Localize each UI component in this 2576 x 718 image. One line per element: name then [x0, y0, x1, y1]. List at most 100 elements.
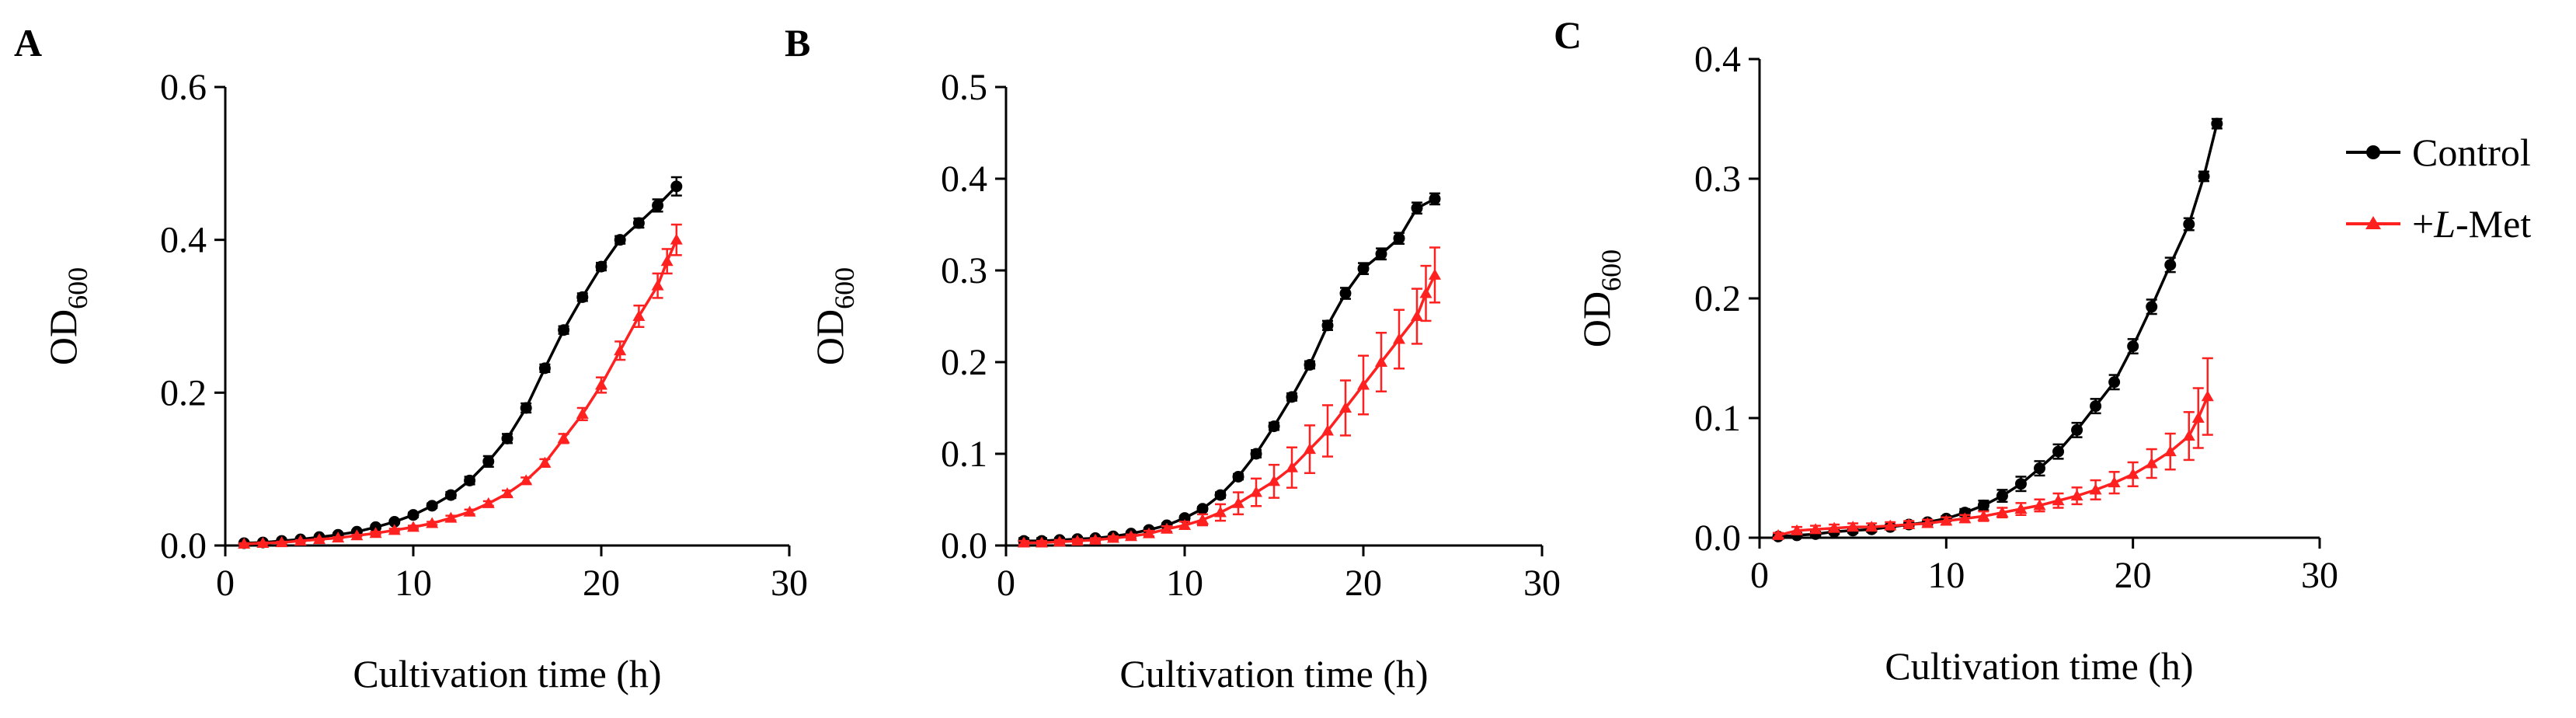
data-point — [614, 344, 627, 356]
legend-item-lmet: +L-Met — [2346, 202, 2531, 246]
data-point — [1375, 356, 1387, 367]
data-point — [520, 474, 533, 486]
data-point — [2071, 423, 2083, 436]
data-point — [2191, 412, 2205, 423]
data-point — [538, 362, 551, 375]
data-point — [1125, 530, 1137, 542]
legend-lmet-label: +L-Met — [2412, 202, 2531, 246]
panel-a-y-axis-title: OD600 — [41, 267, 93, 365]
data-point — [294, 535, 307, 546]
data-point — [1393, 333, 1405, 344]
panel-b-x-tick-label: 30 — [1523, 563, 1561, 604]
panel-a: A 0.0 0.2 0.4 0.6 0 10 20 30 Cultivation time (h)… — [14, 21, 808, 695]
data-point — [1250, 448, 1262, 460]
data-point — [1884, 519, 1897, 531]
data-point — [1977, 499, 1989, 511]
data-point — [1940, 514, 1953, 526]
panel-c-x-tick-label: 30 — [2301, 555, 2338, 596]
data-point — [238, 538, 251, 549]
panel-b-y-tick-label: 0.2 — [941, 342, 987, 383]
data-point — [313, 533, 325, 545]
data-point — [1847, 521, 1860, 532]
data-point — [1214, 489, 1227, 501]
data-point — [1143, 527, 1155, 538]
legend-item-control: Control — [2346, 131, 2531, 174]
data-point — [1357, 263, 1370, 275]
data-point — [463, 505, 476, 517]
data-point — [1357, 378, 1370, 390]
data-point — [1429, 193, 1441, 205]
data-point — [1286, 391, 1298, 403]
data-point — [2211, 117, 2223, 130]
data-point — [1107, 532, 1119, 543]
legend-control-marker — [2366, 145, 2380, 159]
data-point — [2146, 301, 2158, 313]
data-point — [632, 217, 645, 229]
data-point — [2145, 457, 2158, 469]
panel-a-letter: A — [14, 21, 42, 64]
data-point — [275, 536, 288, 548]
data-point — [501, 432, 513, 444]
data-point — [1321, 319, 1334, 332]
legend: Control +L-Met — [2346, 131, 2531, 246]
data-point — [557, 432, 570, 444]
panel-b-x-tick-label: 10 — [1166, 563, 1203, 604]
data-point — [670, 233, 683, 245]
panel-c-x-tick-label: 0 — [1750, 555, 1769, 596]
data-point — [1321, 424, 1334, 436]
panel-c-x-axis-title: Cultivation time (h) — [1885, 644, 2193, 688]
data-point — [1375, 248, 1387, 260]
data-point — [2090, 400, 2102, 413]
data-point — [1809, 523, 1822, 535]
legend-lmet-marker — [2365, 216, 2381, 229]
panel-b-y-tick-label: 0.5 — [941, 67, 987, 108]
data-point — [1393, 232, 1405, 245]
panel-b-y-axis-title: OD600 — [808, 267, 860, 365]
data-point — [482, 455, 495, 468]
data-point — [1196, 513, 1209, 525]
data-point — [1161, 522, 1173, 534]
data-point — [388, 516, 401, 528]
panel-a-series-control — [238, 176, 683, 549]
panel-a-x-axis-title: Cultivation time (h) — [353, 652, 661, 695]
data-point — [1429, 268, 1441, 280]
data-point — [1053, 535, 1066, 547]
data-point — [2033, 499, 2046, 511]
panel-c-y-tick-label: 0.4 — [1694, 39, 1741, 80]
panel-a-series-lmet — [238, 223, 683, 549]
panel-b-x-tick-label: 20 — [1345, 563, 1382, 604]
data-point — [1232, 471, 1244, 483]
data-point — [407, 521, 419, 532]
data-point — [652, 199, 664, 211]
data-point — [1304, 443, 1316, 455]
panel-c-letter: C — [1554, 13, 1582, 57]
panel-b-x-axis-title: Cultivation time (h) — [1119, 652, 1428, 695]
data-point — [388, 524, 401, 535]
panel-a-x-tick-label: 20 — [583, 563, 620, 604]
data-point — [2198, 170, 2210, 183]
data-point — [660, 255, 674, 267]
data-point — [651, 279, 664, 291]
data-point — [407, 509, 419, 521]
data-point — [670, 180, 683, 193]
data-point — [1268, 475, 1280, 486]
data-point — [444, 511, 458, 523]
panel-b-y-tick-label: 0.1 — [941, 434, 987, 475]
data-point — [256, 537, 270, 549]
data-point — [444, 489, 457, 501]
data-point — [332, 532, 345, 543]
data-point — [1089, 533, 1102, 545]
data-point — [1828, 521, 1841, 533]
panel-b-x-tick-label: 0 — [997, 563, 1015, 604]
data-point — [1791, 524, 1804, 535]
data-point — [426, 500, 438, 512]
data-point — [1250, 486, 1262, 497]
data-point — [1178, 519, 1191, 531]
data-point — [1196, 503, 1209, 515]
data-point — [1902, 518, 1916, 530]
data-point — [1286, 461, 1298, 472]
data-point — [2183, 218, 2195, 231]
panel-b-y-tick-label: 0.3 — [941, 250, 987, 291]
data-point — [1411, 202, 1423, 214]
data-point — [2052, 445, 2065, 458]
